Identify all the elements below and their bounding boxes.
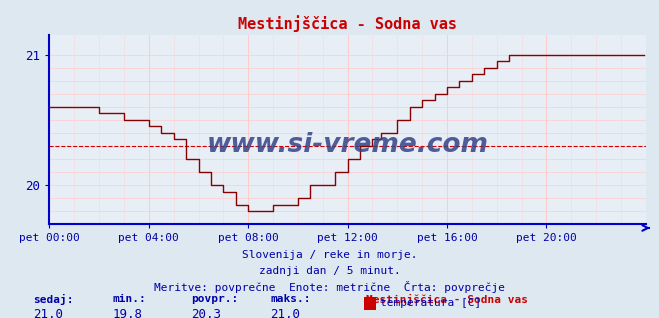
- Text: 19,8: 19,8: [112, 308, 142, 318]
- Text: 21,0: 21,0: [270, 308, 301, 318]
- Text: zadnji dan / 5 minut.: zadnji dan / 5 minut.: [258, 266, 401, 275]
- Text: temperatura [C]: temperatura [C]: [380, 298, 482, 308]
- Text: maks.:: maks.:: [270, 294, 310, 304]
- Text: 20,3: 20,3: [191, 308, 221, 318]
- Text: Mestinjščica - Sodna vas: Mestinjščica - Sodna vas: [366, 294, 528, 305]
- Text: Meritve: povprečne  Enote: metrične  Črta: povprečje: Meritve: povprečne Enote: metrične Črta:…: [154, 281, 505, 294]
- Title: Mestinjščica - Sodna vas: Mestinjščica - Sodna vas: [238, 16, 457, 32]
- Text: povpr.:: povpr.:: [191, 294, 239, 304]
- Text: sedaj:: sedaj:: [33, 294, 73, 305]
- Text: min.:: min.:: [112, 294, 146, 304]
- Text: Slovenija / reke in morje.: Slovenija / reke in morje.: [242, 250, 417, 259]
- Text: www.si-vreme.com: www.si-vreme.com: [207, 132, 488, 158]
- Text: 21,0: 21,0: [33, 308, 63, 318]
